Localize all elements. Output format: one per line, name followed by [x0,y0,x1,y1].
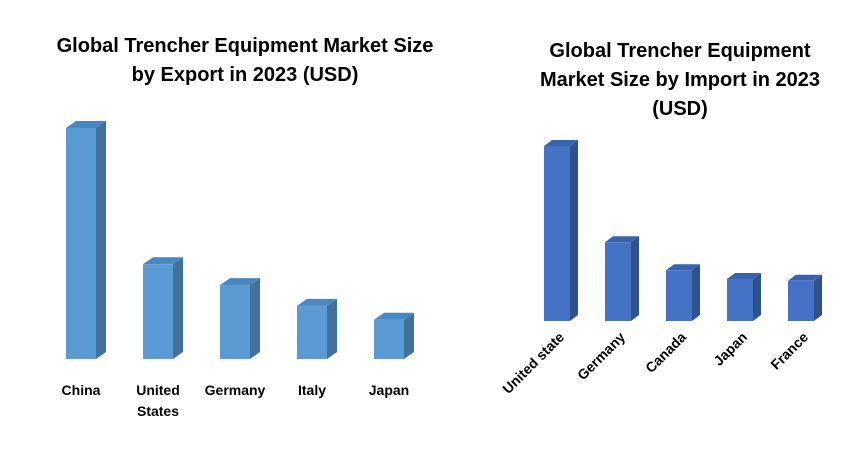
x-tick-label: Germany [574,329,628,383]
bar-front [220,285,250,359]
bar-side [96,121,106,359]
chart-title: Global Trencher Equipment Market Size by… [56,35,434,86]
bar-top [788,274,822,281]
bar [66,121,106,359]
x-tick-label: United States [136,382,180,419]
bar-side [173,257,183,359]
bar-front [666,270,692,321]
bar [143,257,183,359]
chart-title: Global Trencher Equipment Market Size by… [539,40,821,120]
bar-front [788,280,814,321]
bar-front [297,305,327,359]
bar-front [374,319,404,359]
bar-top [66,121,106,128]
bar [544,140,578,321]
x-tick-label: Japan [368,382,410,398]
x-tick-label: Italy [297,382,326,398]
bar-top [297,298,337,306]
x-tick-label: Canada [642,329,689,376]
bar-side [250,278,260,359]
x-tick-label: Germany [204,382,266,398]
bar-top [727,273,761,279]
bar [788,274,822,321]
bar-top [544,140,578,146]
x-tick-label: Japan [710,329,750,369]
bar [220,278,260,359]
bar [605,236,639,321]
x-tick-label: China [61,382,101,398]
x-tick-label: France [767,329,811,373]
bar [374,312,414,359]
bar-side [404,312,414,359]
bar-front [66,128,96,359]
bar-top [666,264,700,271]
bar-top [374,312,414,320]
bar-side [570,140,578,321]
bar-top [605,236,639,243]
bar-front [605,242,631,321]
bar [666,264,700,321]
bar-top [143,257,183,265]
bar [727,273,761,321]
bar-front [544,146,570,321]
bar-top [220,278,260,286]
bar [297,298,337,359]
x-tick-label: United state [499,329,567,397]
bar-side [692,264,700,321]
bar-side [814,274,822,321]
bar-front [727,279,753,321]
bar-side [631,236,639,321]
bar-front [143,264,173,359]
bar-side [753,273,761,321]
bar-side [327,298,337,359]
